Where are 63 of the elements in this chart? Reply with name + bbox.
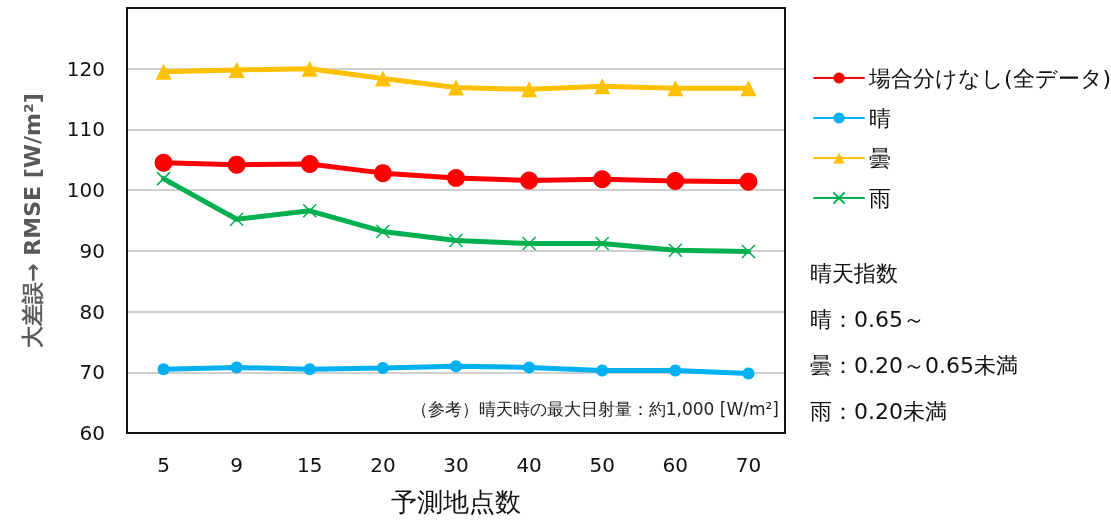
x-tick-label: 9 bbox=[230, 453, 244, 477]
point bbox=[596, 364, 609, 377]
text: 晴天指数 bbox=[810, 260, 898, 286]
x-tick-label: 70 bbox=[735, 453, 762, 477]
point bbox=[302, 203, 318, 219]
point bbox=[594, 78, 611, 95]
y-tick-label: 110 bbox=[66, 117, 105, 142]
point bbox=[227, 155, 246, 174]
legend-label: 曇 bbox=[869, 145, 891, 171]
point bbox=[154, 153, 173, 172]
legend-label: 場合分けなし(全データ) bbox=[868, 65, 1111, 91]
point bbox=[742, 367, 755, 380]
point bbox=[521, 236, 537, 251]
x-tick-label: 60 bbox=[662, 453, 689, 477]
point bbox=[229, 212, 244, 227]
x-tick-label: 20 bbox=[370, 453, 396, 477]
point bbox=[157, 363, 170, 376]
y-tick-label: 80 bbox=[79, 299, 105, 324]
y-tick-label: 70 bbox=[79, 360, 105, 385]
point bbox=[739, 172, 758, 191]
x-tick-label: 15 bbox=[297, 453, 323, 477]
point bbox=[668, 243, 683, 258]
legend-label: 雨 bbox=[869, 185, 891, 211]
point bbox=[523, 361, 536, 374]
legend-label: 晴 bbox=[869, 105, 891, 131]
x-tick-label: 5 bbox=[157, 453, 170, 477]
point bbox=[669, 364, 682, 377]
point bbox=[447, 169, 465, 187]
point bbox=[448, 79, 464, 96]
x-tick-label: 50 bbox=[589, 453, 615, 477]
point bbox=[228, 61, 245, 78]
point bbox=[373, 164, 392, 183]
point bbox=[520, 171, 539, 190]
point bbox=[593, 170, 612, 189]
point bbox=[741, 244, 756, 259]
y-tick-label: 120 bbox=[66, 56, 105, 81]
point bbox=[303, 363, 316, 376]
point bbox=[740, 80, 757, 97]
point bbox=[450, 360, 462, 373]
x-tick-label: 40 bbox=[516, 453, 542, 477]
y-tick-label: 90 bbox=[79, 238, 105, 263]
point bbox=[375, 224, 391, 239]
point bbox=[448, 233, 464, 248]
y-tick-label: 60 bbox=[79, 421, 105, 445]
text: 晴：0.65～ bbox=[810, 306, 925, 332]
point bbox=[521, 81, 538, 98]
point bbox=[667, 80, 684, 97]
point bbox=[230, 361, 243, 374]
point bbox=[300, 155, 319, 174]
point bbox=[156, 171, 171, 186]
point bbox=[301, 60, 318, 77]
point bbox=[594, 236, 610, 251]
point bbox=[666, 172, 685, 191]
x-axis-title: 予測地点数 bbox=[391, 487, 521, 517]
annotation: （参考）晴天時の最大日射量：約1,000 [W/m²] bbox=[410, 398, 779, 419]
point bbox=[374, 70, 391, 87]
point bbox=[376, 362, 389, 375]
text: 雨：0.20未満 bbox=[810, 398, 947, 424]
y-axis-title: 大差誤→ RMSE [W/m²] bbox=[19, 93, 45, 348]
y-tick-label: 100 bbox=[66, 178, 105, 203]
x-tick-label: 30 bbox=[443, 453, 469, 477]
point bbox=[155, 63, 172, 80]
text: 曇：0.20～0.65未満 bbox=[810, 352, 1018, 378]
